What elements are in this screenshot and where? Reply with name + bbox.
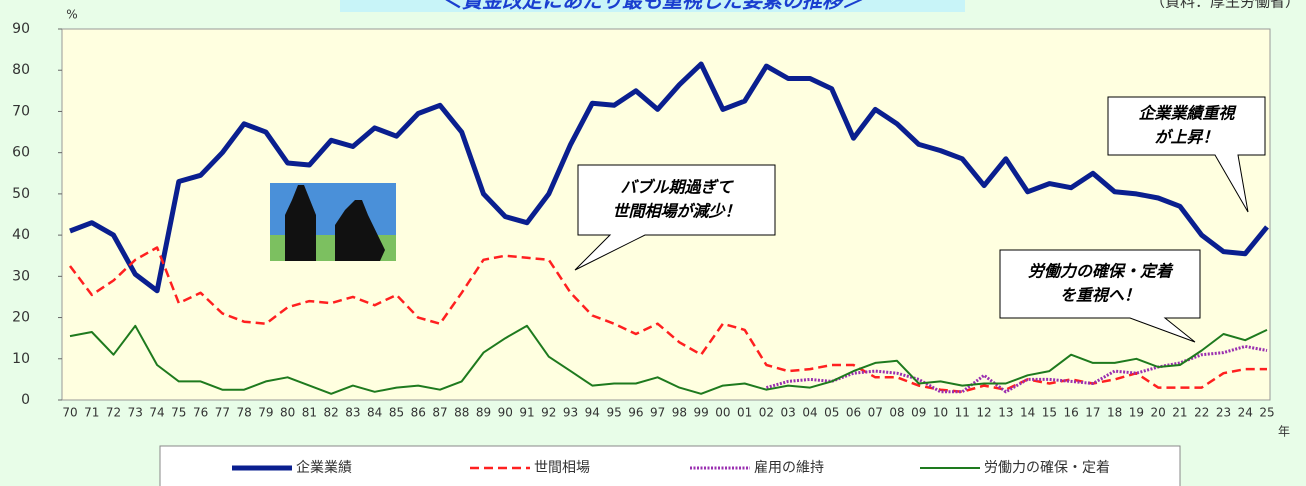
y-tick-label: 40	[12, 227, 30, 243]
x-tick-label: 90	[498, 406, 513, 420]
y-tick-label: 50	[12, 186, 30, 202]
chart-title: ＜賃金改定にあたり最も重視した要素の推移＞	[442, 0, 863, 13]
x-tick-label: 79	[258, 406, 273, 420]
x-tick-label: 13	[998, 406, 1013, 420]
x-tick-label: 14	[1020, 406, 1035, 420]
x-tick-label: 92	[541, 406, 556, 420]
callout-text: が上昇！	[1154, 128, 1218, 147]
x-tick-label: 88	[454, 406, 469, 420]
x-tick-label: 18	[1107, 406, 1122, 420]
callout-text: バブル期過ぎて	[620, 178, 734, 197]
x-tick-label: 22	[1194, 406, 1209, 420]
x-tick-label: 83	[345, 406, 360, 420]
x-tick-label: 87	[432, 406, 447, 420]
x-tick-label: 11	[955, 406, 970, 420]
legend: 企業業績 世間相場 雇用の維持 労働力の確保・定着	[159, 445, 1181, 486]
x-tick-label: 23	[1216, 406, 1231, 420]
x-tick-label: 05	[824, 406, 839, 420]
x-tick-label: 10	[933, 406, 948, 420]
callout-box	[1107, 96, 1266, 213]
y-tick-label: 90	[12, 21, 30, 37]
series-line	[69, 61, 1269, 294]
title-band	[340, 0, 965, 12]
x-tick-label: 21	[1172, 406, 1187, 420]
x-tick-label: 19	[1129, 406, 1144, 420]
x-tick-label: 24	[1238, 406, 1253, 420]
callout-box	[999, 249, 1201, 343]
callout-text: 世間相場が減少！	[612, 202, 740, 221]
y-tick-label: 20	[12, 310, 30, 326]
x-tick-label: 07	[868, 406, 883, 420]
series-line	[69, 324, 1268, 395]
x-tick-label: 20	[1151, 406, 1166, 420]
x-tick-label: 80	[280, 406, 295, 420]
x-tick-label: 74	[149, 406, 164, 420]
x-tick-label: 97	[650, 406, 665, 420]
callout-box	[574, 164, 776, 271]
x-tick-label: 73	[128, 406, 143, 420]
y-tick-label: 60	[12, 145, 30, 161]
picture	[270, 183, 396, 261]
x-tick-label: 03	[781, 406, 796, 420]
x-tick-label: 93	[563, 406, 578, 420]
callout-text: 企業業績重視	[1138, 104, 1237, 123]
x-tick-label: 85	[389, 406, 404, 420]
x-tick-label: 15	[1042, 406, 1057, 420]
x-tick-label: 86	[411, 406, 426, 420]
x-tick-label: 09	[911, 406, 926, 420]
x-tick-label: 77	[215, 406, 230, 420]
source: （資料：厚生労働省）	[1150, 0, 1300, 11]
x-unit: 年	[1278, 425, 1290, 439]
x-tick-label: 71	[84, 406, 99, 420]
callout-text: 労働力の確保・定着	[1028, 262, 1174, 281]
x-tick-label: 76	[193, 406, 208, 420]
y-tick-label: 0	[21, 392, 30, 408]
legend-label: 企業業績	[296, 459, 352, 476]
y-tick-label: 30	[12, 268, 30, 284]
x-tick-label: 91	[519, 406, 534, 420]
x-tick-label: 72	[106, 406, 121, 420]
x-tick-label: 01	[737, 406, 752, 420]
y-tick-label: 80	[12, 62, 30, 78]
series-line	[765, 344, 1268, 394]
x-tick-label: 08	[889, 406, 904, 420]
legend-label: 世間相場	[534, 460, 590, 476]
x-tick-label: 75	[171, 406, 186, 420]
x-tick-label: 94	[585, 406, 600, 420]
x-tick-label: 02	[759, 406, 774, 420]
x-tick-label: 84	[367, 406, 382, 420]
x-tick-label: 00	[715, 406, 730, 420]
x-tick-label: 81	[302, 406, 317, 420]
x-tick-label: 99	[694, 406, 709, 420]
x-tick-label: 17	[1085, 406, 1100, 420]
legend-label: 雇用の維持	[754, 459, 824, 476]
x-tick-label: 98	[672, 406, 687, 420]
x-tick-label: 25	[1259, 406, 1274, 420]
y-unit: %	[66, 8, 77, 22]
x-tick-label: 82	[324, 406, 339, 420]
x-tick-label: 04	[802, 406, 817, 420]
x-tick-label: 78	[236, 406, 251, 420]
y-tick-label: 10	[12, 351, 30, 367]
x-tick-label: 95	[606, 406, 621, 420]
x-tick-label: 96	[628, 406, 643, 420]
x-tick-label: 70	[62, 406, 77, 420]
y-tick-label: 70	[12, 103, 30, 119]
legend-label: 労働力の確保・定着	[984, 460, 1110, 476]
x-tick-label: 89	[476, 406, 491, 420]
x-tick-label: 12	[976, 406, 991, 420]
x-tick-label: 06	[846, 406, 861, 420]
x-tick-label: 16	[1063, 406, 1078, 420]
callout-text: を重視へ！	[1060, 286, 1140, 305]
